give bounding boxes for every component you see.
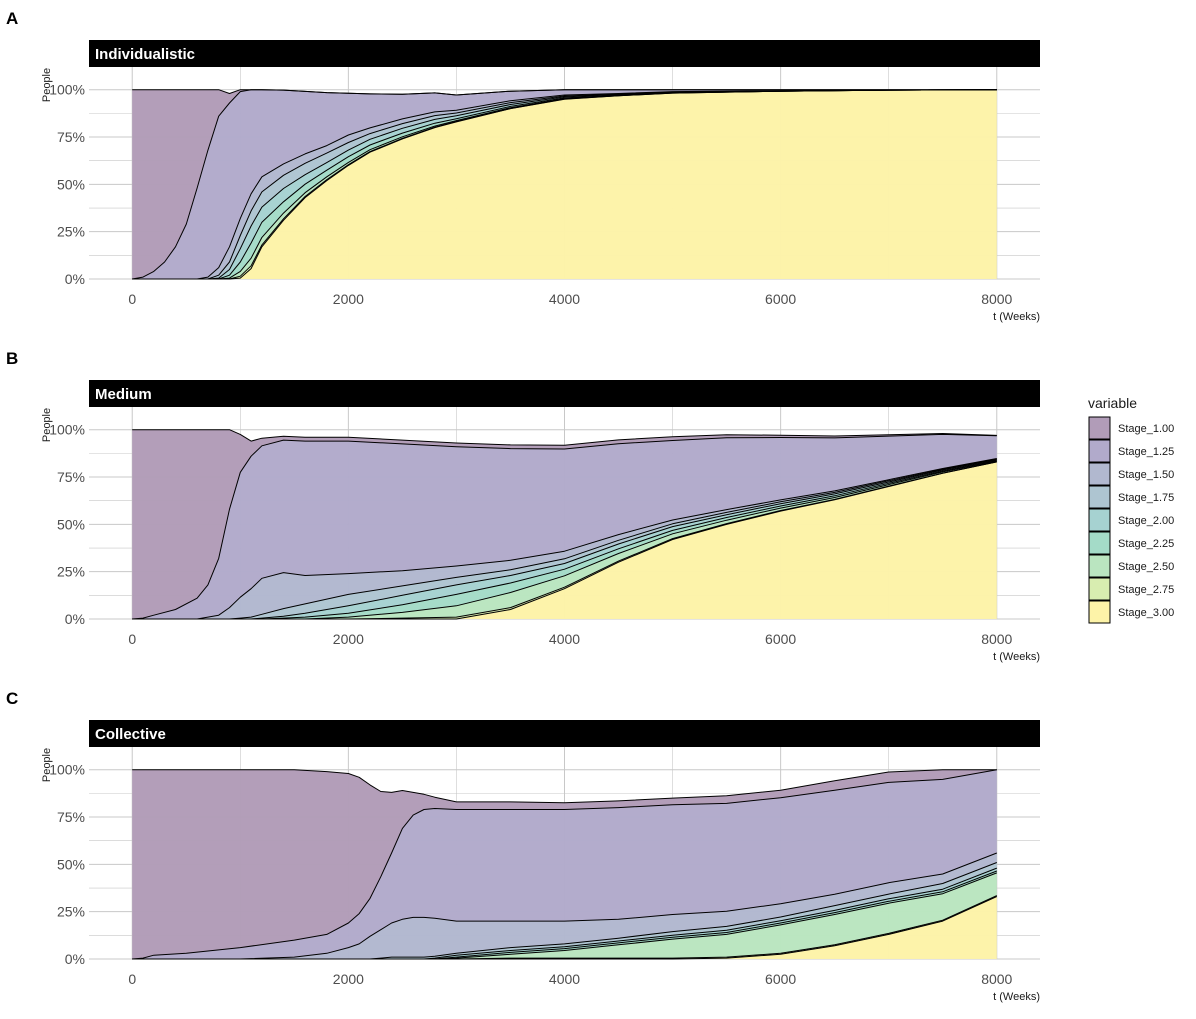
series-line-stage-1-75	[132, 862, 997, 960]
y-tick-label: 75%	[57, 809, 85, 825]
legend-swatch	[1088, 416, 1111, 440]
area-stage-1-25	[132, 434, 997, 619]
legend-swatch	[1088, 600, 1111, 624]
facet-strip	[89, 720, 1040, 747]
x-tick-label: 8000	[981, 971, 1012, 987]
series-line-stage-1-50	[132, 458, 997, 620]
x-tick-label: 2000	[333, 631, 364, 647]
legend-label: Stage_2.50	[1118, 561, 1174, 573]
series-line-stage-1-00	[132, 429, 997, 446]
facet-strip	[89, 380, 1040, 407]
legend-label: Stage_1.25	[1118, 446, 1174, 458]
y-tick-label: 0%	[65, 271, 85, 287]
x-tick-label: 6000	[765, 291, 796, 307]
x-tick-label: 2000	[333, 971, 364, 987]
chart-panel: A Individualistic 0% 25% 50% 75% 100% 0 2000 4000…	[6, 9, 1040, 323]
y-tick-label: 75%	[57, 129, 85, 145]
x-axis-title: t (Weeks)	[993, 311, 1040, 323]
x-tick-label: 4000	[549, 971, 580, 987]
legend-swatch	[1088, 508, 1111, 532]
y-tick-label: 25%	[57, 564, 85, 580]
x-tick-label: 8000	[981, 291, 1012, 307]
legend-swatch	[1088, 577, 1111, 601]
area-stage-1-25	[132, 89, 997, 279]
series-line-stage-1-25	[132, 769, 997, 960]
area-stage-3-00	[132, 89, 997, 279]
legend-label: Stage_2.00	[1118, 515, 1174, 527]
series-line-stage-1-00	[132, 769, 997, 804]
x-tick-label: 4000	[549, 631, 580, 647]
legend-label: Stage_1.75	[1118, 492, 1174, 504]
area-stage-1-00	[132, 89, 997, 279]
x-tick-label: 6000	[765, 971, 796, 987]
y-tick-label: 50%	[57, 176, 85, 192]
x-tick-label: 6000	[765, 631, 796, 647]
y-tick-label: 75%	[57, 469, 85, 485]
y-axis-title: People	[41, 748, 53, 782]
x-tick-label: 0	[128, 631, 136, 647]
y-tick-label: 100%	[49, 762, 85, 778]
facet-strip-title: Medium	[95, 386, 152, 403]
panels-group: A Individualistic 0% 25% 50% 75% 100% 0 2000 4000…	[6, 9, 1040, 1003]
series-line-stage-1-25	[132, 433, 997, 620]
legend-swatch	[1088, 485, 1111, 509]
legend-label: Stage_1.00	[1118, 423, 1174, 435]
area-stage-3-00	[132, 461, 997, 619]
legend-swatch	[1088, 462, 1111, 486]
series-line-stage-1-50	[132, 89, 997, 280]
panel-tag: C	[6, 689, 18, 708]
series-line-stage-1-50	[132, 852, 997, 960]
area-stage-1-50	[132, 458, 997, 619]
y-axis-title: People	[41, 408, 53, 442]
legend-swatch	[1088, 531, 1111, 555]
legend-swatch	[1088, 554, 1111, 578]
x-axis-title: t (Weeks)	[993, 991, 1040, 1003]
x-tick-label: 2000	[333, 291, 364, 307]
panel-tag: B	[6, 349, 18, 368]
x-axis-title: t (Weeks)	[993, 651, 1040, 663]
x-tick-label: 0	[128, 291, 136, 307]
chart-panel: C Collective 0% 25% 50% 75% 100% 0 2000 4000 6000 8…	[6, 689, 1040, 1003]
area-stage-1-00	[132, 769, 997, 959]
panel-tag: A	[6, 9, 18, 28]
legend-items: Stage_1.00 Stage_1.25 Stage_1.50 Stage_1.75…	[1088, 416, 1174, 624]
area-stage-1-25	[132, 769, 997, 959]
y-tick-label: 100%	[49, 422, 85, 438]
x-tick-label: 8000	[981, 631, 1012, 647]
y-tick-label: 100%	[49, 82, 85, 98]
area-stage-1-50	[132, 853, 997, 959]
y-tick-label: 0%	[65, 951, 85, 967]
facet-strip	[89, 40, 1040, 67]
y-tick-label: 50%	[57, 516, 85, 532]
y-axis-title: People	[41, 68, 53, 102]
y-tick-label: 25%	[57, 904, 85, 920]
facet-strip-title: Individualistic	[95, 46, 195, 63]
series-line-stage-1-00	[132, 89, 997, 96]
area-stage-1-75	[132, 862, 997, 959]
y-tick-label: 50%	[57, 856, 85, 872]
legend-label: Stage_3.00	[1118, 607, 1174, 619]
area-stage-1-50	[132, 89, 997, 279]
y-tick-label: 0%	[65, 611, 85, 627]
area-stage-2-50	[132, 872, 997, 959]
x-tick-label: 0	[128, 971, 136, 987]
legend-label: Stage_2.75	[1118, 584, 1174, 596]
area-stage-3-00	[132, 896, 997, 959]
x-tick-label: 4000	[549, 291, 580, 307]
legend-label: Stage_2.25	[1118, 538, 1174, 550]
chart-panel: B Medium 0% 25% 50% 75% 100% 0 2000 4000 6000 8000 t…	[6, 349, 1040, 663]
legend: variable Stage_1.00Stage_1.25Stage_1.50S…	[1088, 395, 1174, 624]
legend-swatch	[1088, 439, 1111, 463]
legend-label: Stage_1.50	[1118, 469, 1174, 481]
y-tick-label: 25%	[57, 224, 85, 240]
facet-strip-title: Collective	[95, 726, 166, 743]
area-stage-2-00	[132, 868, 997, 959]
area-stage-1-00	[132, 429, 997, 619]
legend-title: variable	[1088, 395, 1137, 411]
